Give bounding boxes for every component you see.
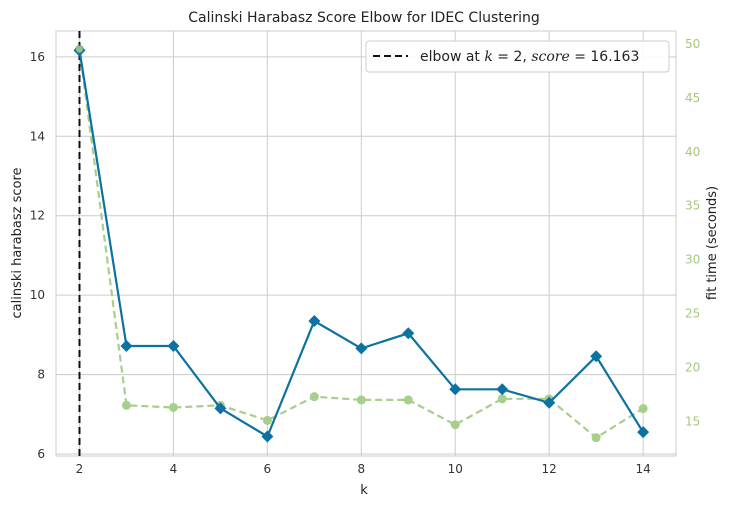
legend-score-text: = 16.163 (570, 49, 640, 65)
score-point (543, 396, 556, 409)
y-tick-label: 16 (30, 50, 45, 64)
fit-time-point (262, 415, 272, 425)
y2-tick-label: 40 (685, 145, 700, 159)
y2-tick-label: 35 (685, 199, 700, 213)
series-layer (73, 44, 650, 443)
y-tick-label: 12 (30, 209, 45, 223)
y2-tick-label: 20 (685, 361, 700, 375)
y-tick-label: 8 (37, 368, 45, 382)
legend-score-symbol: score (531, 49, 569, 65)
score-point (590, 350, 603, 363)
fit-time-point (591, 433, 601, 443)
legend-k-symbol: k (484, 49, 492, 65)
y2-tick-label: 30 (685, 253, 700, 267)
legend-prefix: elbow at (420, 49, 484, 65)
score-point (214, 402, 227, 415)
fit-time-point (450, 420, 460, 430)
y-tick-label: 10 (30, 288, 45, 302)
x-tick-label: 10 (448, 462, 463, 476)
x-tick-label: 8 (357, 462, 365, 476)
y-tick-label: 14 (30, 129, 45, 143)
x-tick-label: 2 (76, 462, 84, 476)
score-point (167, 339, 180, 352)
score-point (308, 314, 321, 327)
score-point (496, 383, 509, 396)
score-point (355, 342, 368, 355)
y-tick-label: 6 (37, 447, 45, 461)
tick-labels: 2 4 6 8 10 12 14 6 8 10 12 14 16 15 20 25 30 35 40 45 50 (30, 37, 701, 476)
fit-time-point (121, 400, 131, 410)
fit-time-point-overlay (75, 45, 83, 53)
score-point (402, 327, 415, 340)
plot-frame (55, 30, 677, 457)
y-axis-label: calinski harabasz score (10, 167, 25, 318)
fit-time-point (638, 404, 648, 414)
fit-time-point (403, 395, 413, 405)
x-tick-label: 4 (170, 462, 178, 476)
x-tick-label: 12 (542, 462, 557, 476)
score-point (261, 430, 274, 443)
y2-tick-label: 25 (685, 307, 700, 321)
plot-border (55, 30, 677, 457)
y2-axis-label: fit time (seconds) (705, 186, 720, 300)
legend-k-text: = 2, (493, 49, 531, 65)
x-tick-label: 6 (264, 462, 272, 476)
x-axis-label: k (360, 483, 368, 498)
legend-box (365, 40, 670, 73)
y2-tick-label: 15 (685, 414, 700, 428)
chart-title: Calinski Harabasz Score Elbow for IDEC C… (188, 10, 540, 26)
score-point (120, 339, 133, 352)
y2-tick-label: 45 (685, 91, 700, 105)
fit-time-point (356, 395, 366, 405)
legend-elbow-label: elbow at k = 2, score = 16.163 (420, 49, 639, 65)
score-point (637, 426, 650, 439)
fit-time-point (309, 392, 319, 402)
x-tick-label: 14 (635, 462, 650, 476)
y2-tick-label: 50 (685, 37, 700, 51)
legend: elbow at k = 2, score = 16.163 (365, 40, 670, 73)
score-point (449, 383, 462, 396)
fit-time-point (168, 402, 178, 412)
fit-time-point (497, 394, 507, 404)
